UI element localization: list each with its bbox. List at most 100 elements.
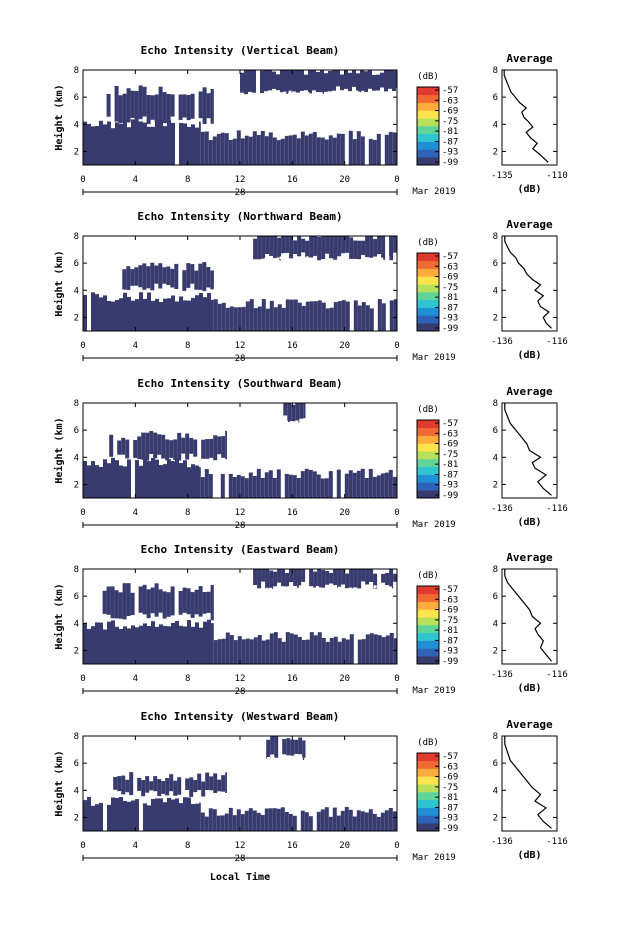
- echo-cell: [220, 815, 225, 831]
- colorbar-tick-label: -75: [442, 283, 458, 293]
- echo-cell: [356, 470, 361, 498]
- echo-cell: [320, 478, 325, 498]
- y-tick-label: 2: [74, 480, 79, 490]
- colorbar-segment: [417, 617, 439, 626]
- echo-cell: [163, 126, 167, 165]
- average-y-tick-label: 4: [493, 286, 498, 296]
- echo-cell: [277, 304, 282, 331]
- echo-cell: [293, 569, 298, 586]
- x-tick-label: 12: [235, 341, 246, 351]
- echo-gap: [361, 90, 365, 94]
- x-tick-label: 0: [80, 674, 85, 684]
- echo-cell: [303, 403, 306, 419]
- x-tick-label: 0: [394, 175, 399, 185]
- echo-cell: [266, 739, 271, 759]
- echo-cell: [276, 140, 281, 165]
- echo-cell: [385, 635, 390, 664]
- echo-cell: [141, 780, 146, 797]
- echo-cell: [304, 468, 309, 498]
- echo-cell: [288, 135, 293, 165]
- echo-cell: [211, 299, 214, 331]
- echo-cell: [150, 95, 155, 120]
- x-tick-label: 4: [133, 341, 138, 351]
- echo-cell: [126, 88, 131, 123]
- colorbar-tick-label: -69: [442, 773, 458, 783]
- colorbar-segment: [417, 260, 439, 269]
- echo-cell: [336, 469, 341, 498]
- echo-cell: [211, 623, 214, 664]
- echo-cell: [349, 569, 354, 589]
- echo-cell: [150, 587, 155, 614]
- echo-cell: [264, 136, 269, 165]
- echo-cell: [361, 302, 366, 331]
- echo-cell: [308, 70, 312, 94]
- echo-gap: [308, 262, 312, 266]
- colorbar-segment: [417, 292, 439, 301]
- echo-cell: [115, 460, 119, 498]
- echo-cell: [134, 267, 139, 286]
- colorbar-tick-label: -87: [442, 303, 458, 313]
- echo-cell: [127, 296, 131, 331]
- colorbar-segment: [417, 276, 439, 285]
- echo-gap: [291, 592, 295, 596]
- colorbar-segment: [417, 420, 439, 429]
- echo-cell: [190, 93, 195, 119]
- echo-cell: [137, 777, 142, 791]
- echo-gap: [242, 99, 246, 103]
- average-frame: [501, 568, 558, 665]
- echo-cell: [179, 296, 183, 331]
- echo-gap: [287, 586, 291, 590]
- echo-cell: [167, 120, 171, 165]
- echo-cell: [244, 135, 249, 165]
- echo-cell: [281, 307, 286, 331]
- echo-cell: [340, 74, 344, 91]
- echo-cell: [103, 629, 107, 664]
- echo-cell: [232, 138, 237, 165]
- echo-cell: [309, 569, 314, 587]
- echo-cell: [195, 127, 199, 165]
- colorbar-tick-label: -81: [442, 793, 458, 803]
- echo-gap: [254, 264, 257, 267]
- echo-cell: [158, 263, 163, 289]
- echo-cell: [228, 807, 233, 831]
- echo-cell: [245, 301, 250, 331]
- echo-cell: [236, 130, 241, 165]
- echo-cell: [312, 70, 316, 91]
- echo-cell: [344, 807, 349, 831]
- y-tick-label: 4: [74, 286, 79, 296]
- echo-cell: [384, 810, 389, 831]
- echo-gap: [245, 97, 248, 101]
- x-tick-label: 8: [185, 841, 190, 851]
- echo-gap: [280, 586, 284, 590]
- echo-gap: [283, 261, 287, 265]
- echo-cell: [186, 95, 191, 121]
- echo-gap: [379, 91, 383, 95]
- echo-cell: [316, 72, 320, 92]
- echo-cell: [316, 811, 321, 831]
- echo-cell: [206, 93, 211, 119]
- echo-cell: [317, 632, 322, 664]
- echo-cell: [301, 305, 306, 331]
- echo-gap: [301, 766, 305, 770]
- heatmap-title: Echo Intensity (Southward Beam): [137, 377, 342, 390]
- average-profile-line: [504, 736, 552, 829]
- echo-cell: [368, 469, 373, 498]
- echo-cell: [357, 639, 362, 664]
- echo-cell: [384, 134, 389, 165]
- echo-cell: [280, 138, 285, 165]
- echo-gap: [361, 262, 365, 266]
- echo-cell: [150, 262, 155, 291]
- echo-cell: [300, 131, 305, 165]
- echo-cell: [252, 810, 257, 831]
- colorbar-segment: [417, 94, 439, 103]
- echo-gap: [343, 590, 347, 594]
- average-frame: [501, 235, 558, 332]
- echo-cell: [348, 809, 353, 831]
- echo-gap: [284, 757, 288, 761]
- echo-cell: [155, 626, 159, 664]
- echo-cell: [114, 590, 119, 619]
- echo-cell: [115, 122, 119, 165]
- echo-cell: [336, 815, 341, 831]
- echo-gap: [280, 423, 284, 427]
- echo-cell: [228, 473, 233, 498]
